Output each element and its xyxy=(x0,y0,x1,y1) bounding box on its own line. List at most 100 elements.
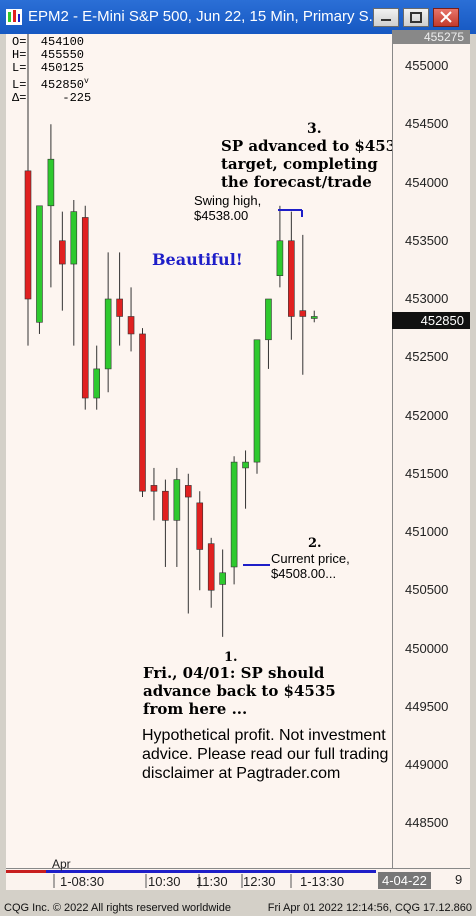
minimize-icon xyxy=(381,19,391,21)
candle xyxy=(242,450,249,509)
last-price-marker: 452850 xyxy=(392,312,470,329)
candle-body xyxy=(219,572,226,585)
window-title: EPM2 - E-Mini S&P 500, Jun 22, 15 Min, P… xyxy=(28,8,382,25)
candle xyxy=(47,124,55,288)
candle-body xyxy=(196,502,204,550)
candle-body xyxy=(36,205,43,323)
chart-app-icon xyxy=(6,9,22,25)
date-box: 4-04-22 xyxy=(378,872,431,889)
price-tick-label: 452000 xyxy=(405,407,449,423)
candle-body xyxy=(81,217,89,399)
price-tick-label: 453000 xyxy=(405,291,449,306)
status-bar: CQG Inc. © 2022 All rights reserved worl… xyxy=(0,900,476,916)
ohlc-last: L= 452850v xyxy=(12,77,89,92)
time-axis[interactable] xyxy=(6,868,470,890)
price-tick-label: 451000 xyxy=(405,524,449,539)
candle-body xyxy=(265,298,272,341)
candle xyxy=(127,287,135,352)
price-tick-label: 452500 xyxy=(405,349,449,365)
candle xyxy=(36,205,43,334)
price-tick-label: 449500 xyxy=(405,698,449,714)
month-label: Apr xyxy=(52,857,71,871)
price-tick-label: 448500 xyxy=(405,815,449,831)
candle-body xyxy=(139,333,146,492)
candle-body xyxy=(276,240,284,277)
page-indicator: 9 xyxy=(455,872,463,887)
candle-body xyxy=(310,316,318,319)
disclaimer-text: Hypothetical profit. Not investment advi… xyxy=(142,727,389,782)
candle xyxy=(104,252,112,393)
candlestick-chart xyxy=(24,34,318,637)
time-label-5: 1-13:30 xyxy=(300,874,345,889)
time-axis-scrollbar[interactable] xyxy=(6,868,470,890)
candle-body xyxy=(207,543,215,591)
candle-body xyxy=(242,461,249,469)
candle-body xyxy=(150,485,158,492)
candle-body xyxy=(162,490,169,521)
candle-body xyxy=(47,158,55,207)
price-tick-label: 454000 xyxy=(405,174,449,190)
candle xyxy=(24,34,32,346)
price-tick-label: 455000 xyxy=(405,58,449,73)
swing-high-label: Swing high, $4538.00 xyxy=(194,193,262,223)
candle-body xyxy=(59,240,66,265)
price-tick-label: 449000 xyxy=(405,757,449,772)
time-label-2: 10:30 xyxy=(148,874,181,889)
time-label-3: 11:30 xyxy=(196,874,228,889)
candle xyxy=(81,205,89,410)
candle xyxy=(70,199,78,346)
candle-body xyxy=(104,298,112,370)
candle xyxy=(265,298,272,369)
maximize-button[interactable] xyxy=(403,8,429,27)
price-axis-top-label: 455275 xyxy=(392,30,470,44)
candle-body xyxy=(230,461,238,568)
candle xyxy=(276,205,284,288)
candle xyxy=(207,537,215,608)
time-label-4: 12:30 xyxy=(243,874,276,889)
window-title-bar[interactable]: EPM2 - E-Mini S&P 500, Jun 22, 15 Min, P… xyxy=(0,0,476,34)
candle xyxy=(59,211,66,311)
price-tick-label: 450500 xyxy=(405,582,449,598)
ohlc-high: H= 455550 xyxy=(12,48,85,62)
candle-body xyxy=(127,316,135,335)
label-3-text: SP advanced to $453 target, completing t… xyxy=(221,137,397,191)
candle xyxy=(150,467,158,521)
price-axis[interactable]: 455000 454500 454000 453500 453000 452500 4520… xyxy=(392,34,470,868)
candle xyxy=(173,467,181,567)
candle-body xyxy=(288,240,295,317)
time-label-1: 1-08:30 xyxy=(60,874,105,889)
current-price-label: Current price, $4508.00... xyxy=(271,551,350,581)
beautiful-label: Beautiful! xyxy=(152,250,243,269)
candle-body xyxy=(24,170,32,300)
price-tick-label: 454500 xyxy=(405,116,449,132)
candle xyxy=(299,234,307,375)
candle xyxy=(219,549,226,637)
chart-plot-area[interactable] xyxy=(6,34,392,868)
ohlc-low: L= 450125 xyxy=(12,61,85,75)
candle xyxy=(139,328,146,498)
candle xyxy=(196,491,204,591)
close-button[interactable] xyxy=(433,8,459,27)
price-tick-label: 451500 xyxy=(405,465,449,481)
candle xyxy=(288,211,295,340)
close-icon xyxy=(440,11,452,23)
candle xyxy=(116,252,123,346)
candle-body xyxy=(185,485,192,498)
ohlc-delta: Δ= -225 xyxy=(12,91,92,105)
candle-body xyxy=(173,479,181,521)
candle-body xyxy=(70,211,78,265)
price-tick-label: 453500 xyxy=(405,232,449,248)
candle-body xyxy=(116,298,123,317)
maximize-icon xyxy=(410,12,422,23)
label-2-number: 2. xyxy=(308,536,322,551)
copyright-text: CQG Inc. © 2022 All rights reserved worl… xyxy=(4,902,231,914)
price-tick-label: 450000 xyxy=(405,640,449,656)
candle xyxy=(185,473,192,614)
candle xyxy=(230,456,238,585)
candle xyxy=(310,310,318,323)
candle xyxy=(162,479,169,567)
candle-body xyxy=(299,310,307,317)
timestamp-text: Fri Apr 01 2022 12:14:56, CQG 17.12.860 xyxy=(267,902,472,914)
minimize-button[interactable] xyxy=(373,8,399,27)
candle-body xyxy=(253,339,261,463)
